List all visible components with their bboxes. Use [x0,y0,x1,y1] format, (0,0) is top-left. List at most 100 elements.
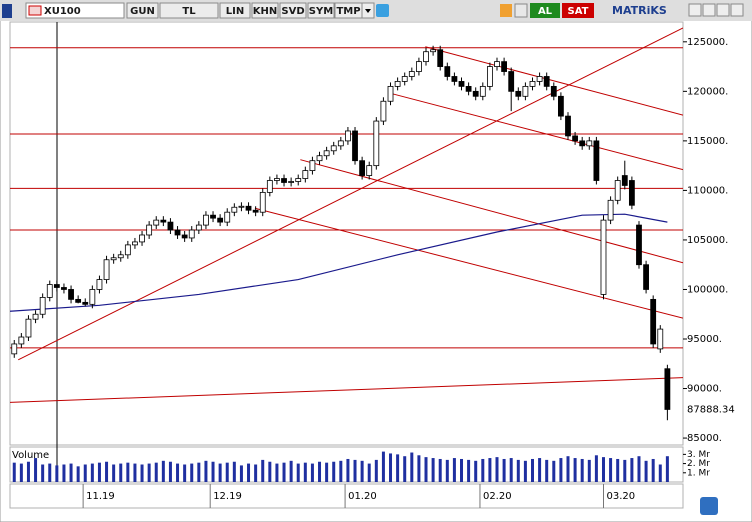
x-tick-label: 01.20 [348,491,377,502]
volume-bar [190,463,194,482]
brand: MATRiKS [612,4,667,17]
candle-body [636,224,642,266]
volume-bar [90,463,94,482]
twitter-icon[interactable] [376,4,389,17]
candle-body [89,289,96,305]
candle-body [522,85,529,97]
volume-bar [381,451,385,482]
candle-body [352,130,358,162]
volume-tick-label: 1. Mr [687,468,710,478]
candle-body [316,155,323,162]
candle-body [479,85,486,97]
toolbar-button[interactable] [159,2,219,19]
volume-bar [665,456,669,482]
volume-bar [573,458,577,482]
volume-bar [396,454,400,482]
candle-body [494,61,500,67]
candle-body [224,211,231,223]
volume-bar [353,459,357,482]
candle-body [394,81,401,87]
last-price-label: 87888.34 [687,404,735,415]
volume-bar [168,461,172,482]
close-button[interactable] [730,3,744,17]
symbol: XU100 [44,6,81,17]
candle-body [557,95,564,117]
volume-bar [34,458,38,482]
toolbar-button-label: GUN [130,6,155,17]
candle-body [430,49,437,53]
candle-body [217,217,224,223]
toolbar-button[interactable] [307,2,335,19]
restore-button[interactable] [716,3,730,17]
candle-body [103,259,110,280]
candle-body [68,289,74,300]
volume-bar [154,462,158,482]
candle-body [444,66,451,77]
volume-bar [538,458,542,482]
candle-body [146,224,153,236]
date-panel [9,483,684,509]
candle-body [281,178,287,183]
trendline [300,159,683,264]
trendline [390,92,683,171]
candle-body [657,328,664,350]
volume-bar [254,464,258,482]
app-icon[interactable] [2,4,12,18]
y-tick-label: 95000. [687,334,722,345]
toolbar-button[interactable] [126,2,159,19]
volume-bar [211,461,215,482]
volume-bar [41,464,45,482]
volume-bar [133,463,137,482]
candle-body [408,71,415,77]
volume-bar [282,462,286,482]
volume-bar [523,460,527,482]
candle-body [458,81,465,87]
toolbar-button[interactable] [279,2,307,19]
candle-body [416,61,422,72]
volume-bar [651,458,655,482]
volume-bar [410,452,414,482]
volume-bar [140,464,144,482]
volume-bar [587,459,591,482]
y-tick-label: 100000. [687,284,728,295]
sell-label: SAT [568,6,589,17]
volume-bar [105,461,109,482]
y-tick-label: 125000. [687,37,728,48]
volume-bar [623,459,627,482]
volume-tick-label: 3. Mr [687,450,710,460]
tool-icon[interactable] [514,3,528,18]
refresh-icon[interactable] [700,497,718,515]
candle-body [664,368,671,410]
tool-icon[interactable] [500,4,512,17]
candle-body [53,284,60,288]
toolbar-button[interactable] [251,2,279,19]
minimize-button[interactable] [688,3,702,17]
trendline [254,207,683,319]
candle-body [515,90,522,97]
toolbar-button-label: TL [182,6,196,17]
volume-bar [296,463,300,482]
candle-body [501,61,508,72]
volume-bar [204,460,208,482]
maximize-button[interactable] [702,3,716,17]
candle-body [46,284,53,298]
volume-bar [176,463,180,482]
candle-body [153,219,160,226]
volume-bar [509,458,513,482]
volume-bar [339,460,343,482]
symbol-icon [28,5,42,16]
toolbar-button[interactable] [219,2,251,19]
symbol-box[interactable] [25,2,125,19]
volume-bar [474,460,478,482]
candle-body [373,120,380,167]
volume-bar [630,458,634,482]
candle-body [174,229,181,236]
volume-bar [616,458,620,482]
buy-button[interactable] [530,3,560,18]
volume-bar [183,464,187,482]
candle-body [18,336,25,345]
candle-body [643,264,649,290]
sell-button[interactable] [562,3,594,18]
candle-body [61,287,67,290]
